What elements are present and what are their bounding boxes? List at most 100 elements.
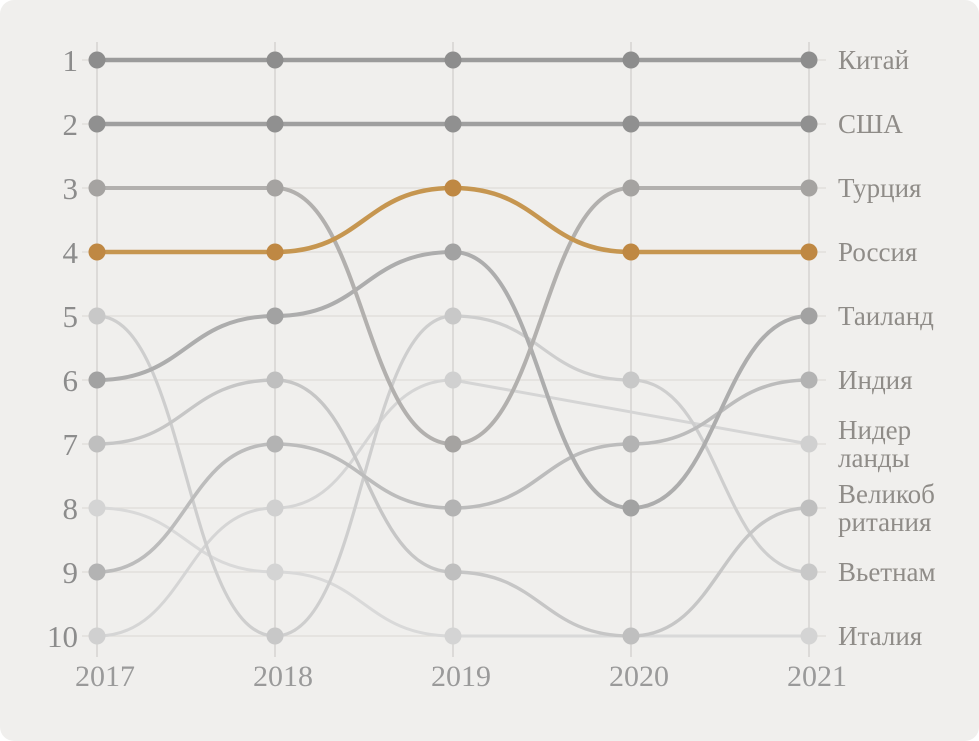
- data-point: [88, 435, 106, 453]
- data-point: [800, 243, 818, 261]
- data-point: [800, 499, 818, 517]
- data-point: [444, 499, 462, 517]
- data-point: [800, 435, 818, 453]
- series-США: [88, 115, 818, 133]
- data-point: [88, 627, 106, 645]
- data-point: [622, 51, 640, 69]
- data-point: [266, 51, 284, 69]
- data-point: [622, 435, 640, 453]
- data-point: [444, 51, 462, 69]
- data-point: [622, 243, 640, 261]
- country-label-text: ритания: [838, 507, 931, 537]
- series-Вьетнам: [88, 307, 818, 645]
- rank-tick-label: 10: [47, 619, 78, 654]
- data-point: [622, 627, 640, 645]
- data-point: [622, 179, 640, 197]
- rank-tick-label: 8: [63, 491, 79, 526]
- data-point: [266, 307, 284, 325]
- rank-tick-label: 9: [63, 555, 79, 590]
- country-label-text: Великоб: [838, 479, 935, 509]
- rank-tick-label: 4: [63, 235, 79, 270]
- data-point: [444, 179, 462, 197]
- country-label-text: США: [838, 109, 903, 139]
- data-point: [444, 115, 462, 133]
- year-tick-label: 2021: [787, 660, 847, 693]
- data-point: [88, 371, 106, 389]
- year-tick-label: 2019: [431, 660, 491, 693]
- data-point: [800, 627, 818, 645]
- data-point: [266, 499, 284, 517]
- country-label-text: Вьетнам: [838, 557, 936, 587]
- series-line: [95, 249, 811, 511]
- series-Китай: [88, 51, 818, 69]
- data-point: [622, 499, 640, 517]
- data-point: [444, 435, 462, 453]
- data-point: [800, 307, 818, 325]
- data-point: [444, 627, 462, 645]
- series-Турция: [88, 179, 818, 453]
- country-label-Китай: Китай: [838, 45, 909, 75]
- data-point: [444, 243, 462, 261]
- data-point: [800, 179, 818, 197]
- data-point: [622, 115, 640, 133]
- series-lines: [88, 51, 818, 645]
- data-point: [266, 627, 284, 645]
- country-label-text: Нидер: [838, 415, 911, 445]
- rank-tick-label: 7: [63, 427, 79, 462]
- rank-axis: 1 2 3 4 5 6 7 8 9 10: [47, 43, 79, 654]
- year-tick-label: 2018: [253, 660, 313, 693]
- data-point: [266, 179, 284, 197]
- rank-tick-label: 5: [63, 299, 79, 334]
- country-label-Италия: Италия: [838, 621, 922, 651]
- data-point: [266, 115, 284, 133]
- data-point: [88, 51, 106, 69]
- country-label-Таиланд: Таиланд: [838, 301, 934, 331]
- series-Нидерланды: [88, 371, 818, 645]
- series-Италия: [88, 499, 818, 645]
- country-label-США: США: [838, 109, 903, 139]
- data-point: [88, 499, 106, 517]
- series-line: [95, 314, 811, 638]
- country-label-text: Турция: [838, 173, 921, 203]
- country-label-Россия: Россия: [838, 237, 917, 267]
- data-point: [266, 563, 284, 581]
- country-label-text: Италия: [838, 621, 922, 651]
- data-point: [444, 563, 462, 581]
- data-point: [444, 371, 462, 389]
- country-label-text: Индия: [838, 365, 913, 395]
- data-point: [800, 51, 818, 69]
- data-point: [88, 179, 106, 197]
- rank-tick-label: 1: [63, 43, 79, 78]
- country-label-text: Россия: [838, 237, 917, 267]
- series-Таиланд: [88, 243, 818, 517]
- country-label-Турция: Турция: [838, 173, 921, 203]
- data-point: [800, 371, 818, 389]
- data-point: [88, 563, 106, 581]
- series-Индия: [88, 371, 818, 581]
- rank-tick-label: 3: [63, 171, 79, 206]
- data-point: [800, 115, 818, 133]
- data-point: [266, 435, 284, 453]
- data-point: [800, 563, 818, 581]
- country-label-text: Таиланд: [838, 301, 934, 331]
- country-label-Вьетнам: Вьетнам: [838, 557, 936, 587]
- data-point: [88, 307, 106, 325]
- data-point: [266, 243, 284, 261]
- data-point: [444, 307, 462, 325]
- data-point: [266, 371, 284, 389]
- series-Россия: [88, 179, 818, 261]
- country-label-text: Китай: [838, 45, 909, 75]
- data-point: [622, 371, 640, 389]
- country-label-text: ланды: [838, 443, 910, 473]
- rank-tick-label: 6: [63, 363, 79, 398]
- rank-tick-label: 2: [63, 107, 79, 142]
- year-axis: 2017 2018 2019 2020 2021: [75, 660, 847, 693]
- data-point: [88, 243, 106, 261]
- series-Великобритания: [88, 371, 818, 645]
- year-tick-label: 2017: [75, 660, 135, 693]
- year-tick-label: 2020: [609, 660, 669, 693]
